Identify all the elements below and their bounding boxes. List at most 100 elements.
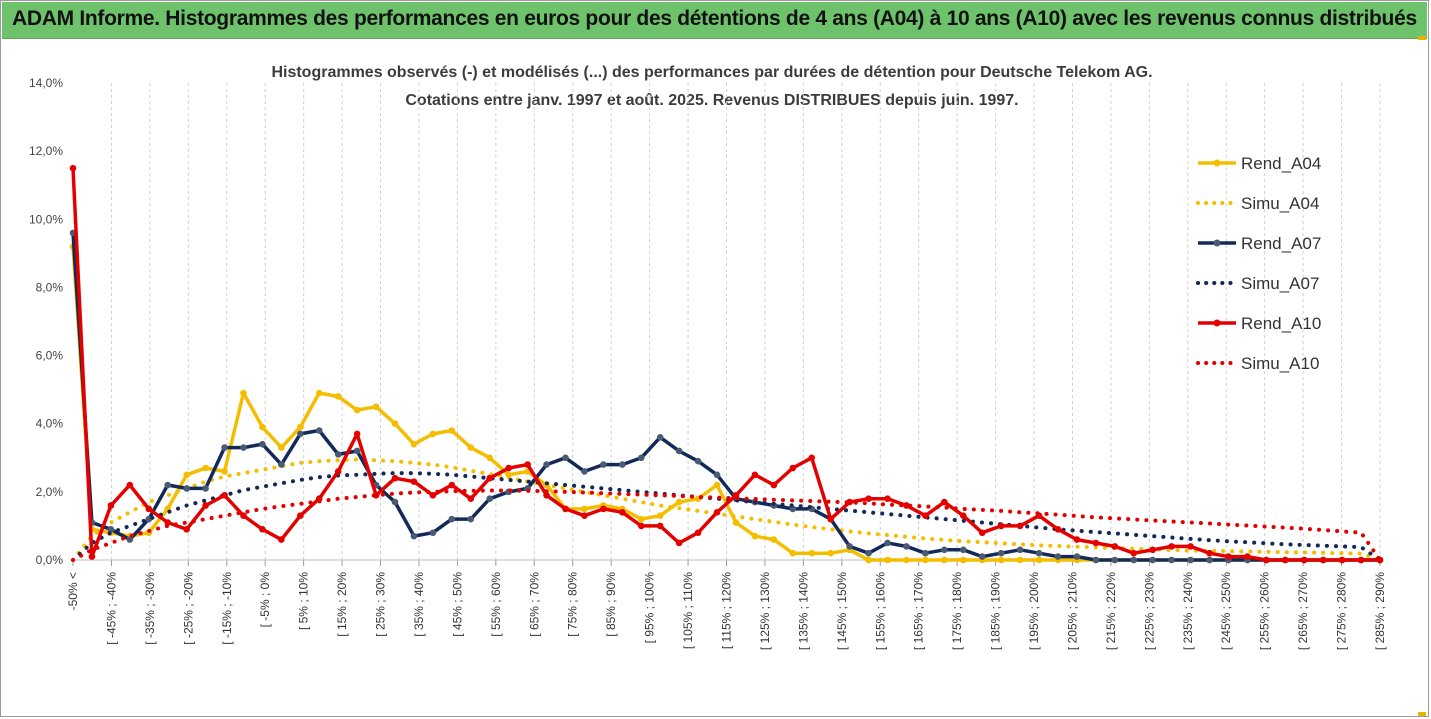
- data-point: [713, 481, 721, 489]
- data-point: [278, 444, 285, 451]
- data-point: [1206, 556, 1213, 564]
- y-tick-label: 2,0%: [36, 485, 64, 499]
- data-point: [126, 481, 134, 489]
- series-line: [71, 168, 1380, 562]
- data-point: [1092, 539, 1100, 547]
- data-point: [978, 529, 986, 537]
- data-point: [694, 457, 702, 465]
- x-tick-label: [ 185% ; 190%: [989, 572, 1003, 650]
- data-point: [126, 536, 134, 543]
- y-tick-label: 6,0%: [36, 349, 64, 363]
- x-tick-label: [ -45% ; -40%: [104, 572, 118, 645]
- data-point: [315, 389, 323, 397]
- report-banner: ADAM Informe. Histogrammes des performan…: [2, 2, 1427, 39]
- data-point: [1187, 556, 1194, 564]
- data-point: [372, 403, 380, 410]
- data-point: [1187, 543, 1194, 550]
- data-point: [410, 478, 418, 485]
- legend-label: Rend_A04: [1241, 154, 1321, 173]
- x-tick-label: [ 275% ; 280%: [1335, 572, 1349, 650]
- data-point: [656, 434, 664, 441]
- data-point: [1130, 549, 1138, 557]
- x-tick-label: [ 95% ; 100%: [643, 572, 657, 644]
- data-point: [713, 471, 721, 479]
- data-point: [69, 164, 77, 172]
- data-point: [884, 495, 891, 502]
- series-line: [71, 471, 1382, 562]
- legend-label: Rend_A10: [1241, 314, 1321, 333]
- y-tick-label: 4,0%: [36, 417, 64, 431]
- data-point: [562, 505, 569, 513]
- series-line: [71, 232, 1380, 562]
- data-point: [619, 509, 626, 516]
- data-point: [448, 481, 456, 489]
- x-tick-label: [ -5% ; 0%: [258, 572, 272, 628]
- data-point: [391, 498, 399, 506]
- data-point: [429, 491, 437, 499]
- data-point: [1035, 549, 1043, 557]
- data-point: [1111, 543, 1119, 550]
- data-point: [259, 440, 266, 448]
- data-point: [1263, 556, 1270, 564]
- data-point: [637, 454, 645, 462]
- x-tick-label: [ 15% ; 20%: [335, 572, 349, 637]
- data-point: [278, 461, 285, 468]
- x-tick-label: [ 75% ; 80%: [566, 572, 580, 637]
- data-point: [997, 556, 1005, 564]
- x-tick-label: [ 215% ; 220%: [1104, 572, 1118, 650]
- data-point: [1016, 522, 1024, 530]
- legend-label: Simu_A07: [1241, 274, 1319, 293]
- data-point: [846, 543, 853, 550]
- data-point: [334, 451, 342, 458]
- data-point: [183, 471, 190, 479]
- data-point: [637, 522, 645, 530]
- data-point: [770, 536, 778, 543]
- x-tick-label: [ -35% ; -30%: [143, 572, 157, 645]
- data-point: [941, 556, 948, 564]
- data-point: [827, 515, 834, 523]
- data-point: [107, 502, 115, 509]
- data-point: [1035, 556, 1043, 564]
- data-point: [107, 526, 115, 533]
- data-point: [183, 526, 190, 533]
- data-point: [391, 474, 399, 482]
- x-tick-label: [ 105% ; 110%: [681, 572, 695, 649]
- data-point: [1054, 526, 1062, 533]
- resize-handle[interactable]: [1418, 712, 1426, 716]
- data-point: [1300, 556, 1308, 564]
- data-point: [903, 502, 910, 509]
- data-point: [865, 549, 872, 557]
- data-point: [600, 461, 607, 468]
- data-point: [562, 454, 569, 462]
- data-point: [1225, 553, 1232, 560]
- data-point: [789, 464, 797, 472]
- data-point: [486, 495, 494, 502]
- resize-handle[interactable]: [1418, 36, 1426, 40]
- y-axis: 0,0% 2,0% 4,0% 6,0% 8,0% 10,0% 12,0% 14,0%: [29, 76, 63, 567]
- data-point: [543, 491, 550, 499]
- x-tick-label: [ 35% ; 40%: [412, 572, 426, 637]
- data-point: [770, 481, 778, 489]
- data-point: [1016, 556, 1024, 564]
- data-point: [1073, 553, 1081, 560]
- data-point: [941, 498, 948, 506]
- data-point: [865, 495, 872, 502]
- data-point: [922, 556, 929, 564]
- x-tick-label: [ 265% ; 270%: [1296, 572, 1310, 650]
- data-point: [997, 522, 1005, 530]
- data-point: [675, 498, 683, 506]
- data-point: [1130, 556, 1138, 564]
- report-title: ADAM Informe. Histogrammes des performan…: [12, 7, 1417, 30]
- legend-label: Rend_A07: [1241, 234, 1321, 253]
- data-point: [334, 393, 342, 400]
- data-point: [1206, 549, 1213, 557]
- grid: [72, 83, 1381, 566]
- x-tick-label: -50% <: [66, 572, 80, 610]
- data-point: [88, 553, 96, 560]
- data-point: [1073, 536, 1081, 543]
- data-point: [486, 474, 494, 482]
- x-tick-label: [ 145% ; 150%: [835, 572, 849, 650]
- data-point: [202, 502, 209, 509]
- data-point: [789, 549, 797, 557]
- data-point: [240, 444, 247, 451]
